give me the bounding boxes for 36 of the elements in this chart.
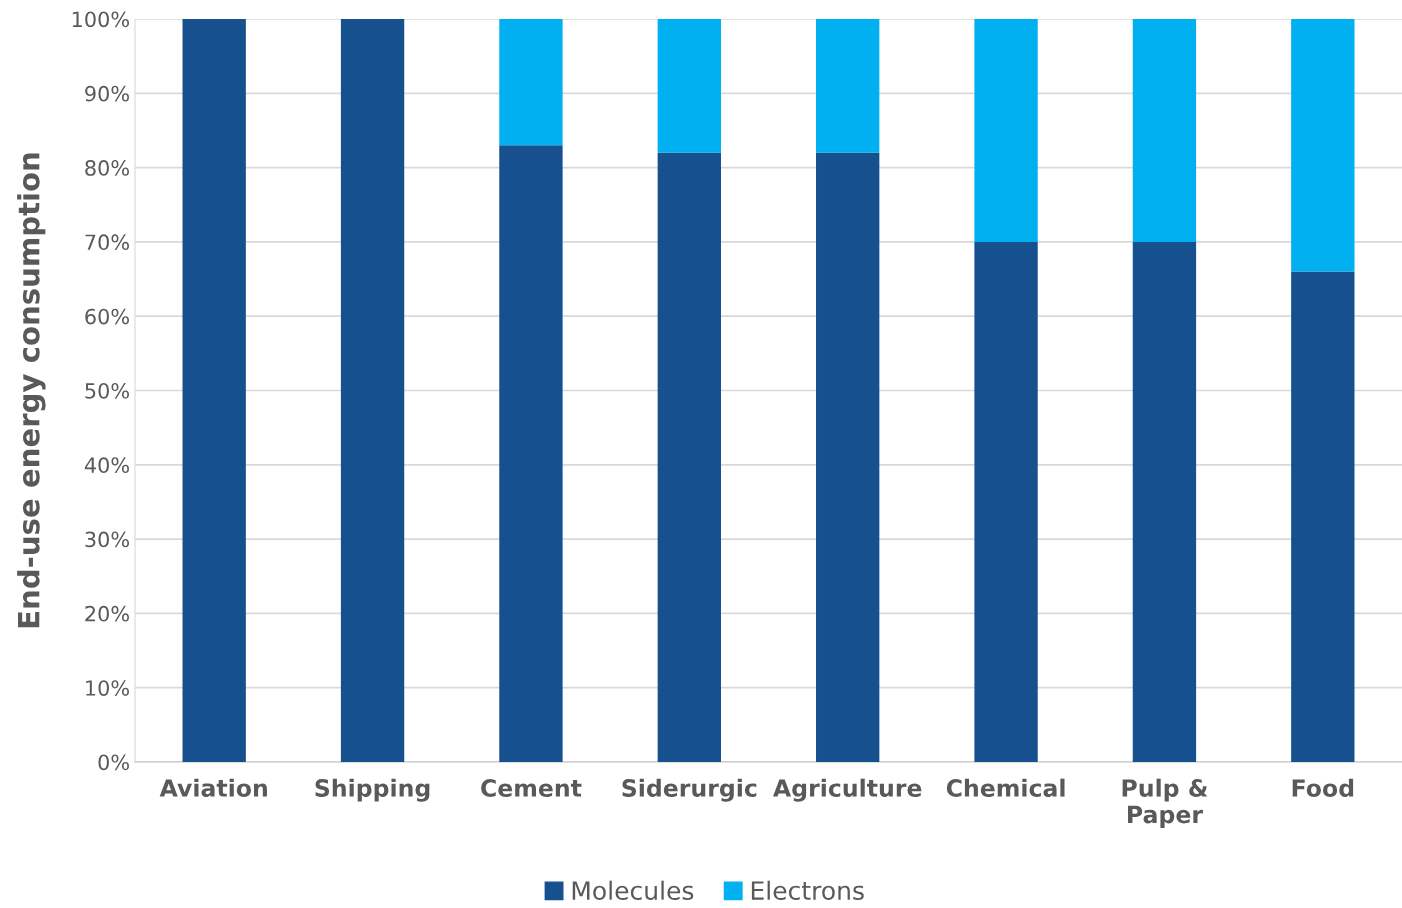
x-tick-label: Chemical — [946, 778, 1065, 797]
bar — [816, 152, 880, 762]
x-tick-label: Siderurgic — [622, 778, 757, 802]
bar — [1291, 19, 1355, 272]
y-tick-label: 30% — [85, 531, 129, 548]
y-tick-label: 80% — [85, 160, 129, 176]
bar — [974, 19, 1038, 242]
bar — [974, 241, 1038, 762]
y-tick-label: 60% — [85, 308, 129, 325]
x-tick-label: Shipping — [315, 778, 430, 802]
x-tick-label: Pulp & Paper — [1122, 778, 1208, 828]
y-tick-label: 40% — [84, 457, 129, 474]
bar — [1132, 19, 1197, 242]
y-tick-label: 50% — [85, 382, 129, 399]
bar — [657, 19, 721, 153]
y-tick-label: 100% — [72, 11, 129, 28]
bar — [657, 152, 721, 762]
bar — [182, 19, 246, 762]
y-tick-label: 10% — [86, 680, 129, 696]
bar — [340, 19, 405, 762]
x-tick-label: Agriculture — [773, 778, 922, 802]
y-tick-label: 90% — [85, 85, 129, 102]
bar — [499, 19, 563, 146]
bar — [499, 145, 563, 762]
legend-label: Molecules — [572, 880, 694, 901]
y-tick-label: 0% — [98, 754, 129, 771]
bar — [1132, 241, 1197, 762]
x-tick-label: Aviation — [159, 778, 267, 797]
bar — [816, 19, 880, 153]
x-tick-label: Food — [1292, 778, 1354, 797]
legend-label: Electrons — [751, 880, 864, 901]
y-tick-label: 20% — [85, 605, 129, 622]
x-tick-label: Cement — [481, 779, 582, 797]
bar — [1291, 271, 1355, 762]
y-axis-title: End-use energy consumption — [17, 153, 46, 628]
y-tick-label: 70% — [85, 234, 129, 251]
